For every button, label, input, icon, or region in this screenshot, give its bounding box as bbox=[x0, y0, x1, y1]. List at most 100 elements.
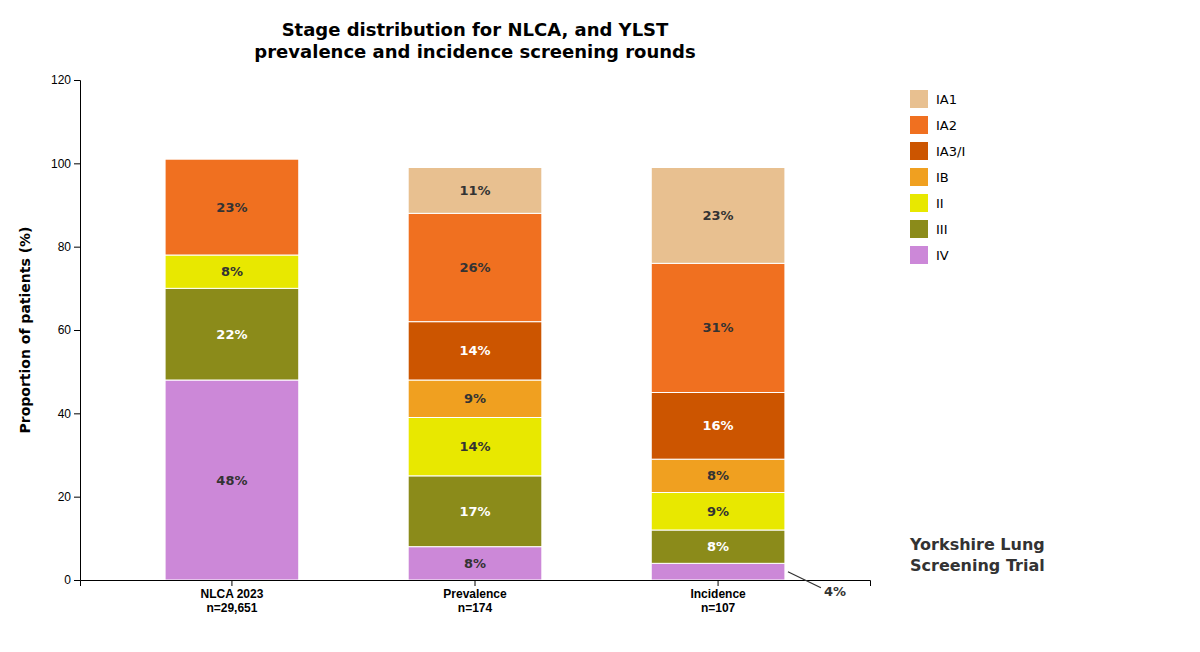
chart: Stage distribution for NLCA, and YLSTpre… bbox=[0, 0, 1200, 652]
legend-item: IA2 bbox=[910, 116, 957, 134]
text-line: n=174 bbox=[458, 601, 493, 615]
data-label: 9% bbox=[707, 504, 729, 519]
data-label: 48% bbox=[216, 473, 247, 488]
y-tick-mark bbox=[74, 497, 80, 498]
bar-segment bbox=[408, 322, 542, 380]
bar-segment bbox=[165, 255, 299, 288]
bar-segment bbox=[651, 530, 785, 563]
annotation-line bbox=[788, 572, 821, 588]
legend-swatch bbox=[910, 220, 928, 238]
data-label: 23% bbox=[216, 200, 247, 215]
legend-item: IA1 bbox=[910, 90, 957, 108]
data-label: 16% bbox=[703, 418, 734, 433]
x-tick-mark bbox=[231, 580, 232, 586]
text-line: NLCA 2023 bbox=[200, 587, 263, 601]
y-tick: 100 bbox=[51, 157, 80, 171]
title: Stage distribution for NLCA, and YLSTpre… bbox=[254, 19, 695, 62]
y-tick-label: 0 bbox=[64, 573, 71, 587]
bar-segment bbox=[408, 547, 542, 580]
data-labels: 48%8%22%17%8%8%14%9%9%8%14%16%23%26%31%1… bbox=[216, 183, 733, 571]
bar-segment bbox=[165, 288, 299, 380]
data-label: 11% bbox=[459, 183, 490, 198]
legend-item: III bbox=[910, 220, 948, 238]
legend-label: IV bbox=[936, 248, 949, 263]
x-tick: Incidencen=107 bbox=[690, 580, 746, 615]
data-label: 14% bbox=[459, 343, 490, 358]
y-axis: 0 20 40 60 80 100 120 bbox=[51, 73, 81, 587]
y-tick: 80 bbox=[58, 240, 80, 254]
legend-item: IV bbox=[910, 246, 949, 264]
legend-item: IB bbox=[910, 168, 949, 186]
legend-label: IA2 bbox=[936, 118, 957, 133]
legend-label: IA3/I bbox=[936, 144, 965, 159]
bar-segment bbox=[408, 380, 542, 418]
text-line: Yorkshire Lung bbox=[909, 535, 1045, 554]
data-label: 31% bbox=[703, 320, 734, 335]
text-line: n=107 bbox=[701, 601, 736, 615]
y-axis-title: Proportion of patients (%) bbox=[17, 226, 33, 433]
y-tick-mark bbox=[74, 247, 80, 248]
text-line: Prevalence bbox=[443, 587, 507, 601]
y-tick-mark bbox=[74, 80, 80, 81]
logo-text: Yorkshire Lung Screening Trial bbox=[909, 535, 1045, 575]
x-tick-mark bbox=[475, 580, 476, 586]
y-tick-label: 120 bbox=[51, 73, 71, 87]
bars bbox=[165, 159, 785, 580]
y-tick-label: 60 bbox=[58, 323, 72, 337]
data-label: 17% bbox=[459, 504, 490, 519]
bar-segment bbox=[408, 418, 542, 476]
legend-label: III bbox=[936, 222, 948, 237]
legend-swatch bbox=[910, 246, 928, 264]
text-line: n=29,651 bbox=[206, 601, 257, 615]
y-tick-label: 20 bbox=[58, 490, 72, 504]
x-axis-line bbox=[81, 581, 871, 587]
data-label: 8% bbox=[707, 539, 729, 554]
data-label: 8% bbox=[221, 264, 243, 279]
bar-segment bbox=[651, 168, 785, 264]
legend-swatch bbox=[910, 168, 928, 186]
bar-segment bbox=[651, 459, 785, 492]
y-tick-label: 80 bbox=[58, 240, 72, 254]
annotations: 4% Yorkshire Lung Screening Trial bbox=[788, 535, 1045, 599]
y-tick-mark bbox=[74, 330, 80, 331]
y-tick: 120 bbox=[51, 73, 80, 87]
x-tick: Prevalencen=174 bbox=[443, 580, 507, 615]
y-tick-mark bbox=[74, 413, 80, 414]
x-tick-label: NLCA 2023n=29,651 bbox=[200, 587, 263, 615]
bar-segment bbox=[165, 380, 299, 580]
y-axis-line bbox=[74, 81, 81, 581]
annotation: 4% bbox=[824, 584, 846, 599]
text-line: Incidence bbox=[690, 587, 746, 601]
legend-label: II bbox=[936, 196, 944, 211]
y-tick: 40 bbox=[58, 407, 80, 421]
data-label: 26% bbox=[459, 260, 490, 275]
plot: 48%8%22%17%8%8%14%9%9%8%14%16%23%26%31%1… bbox=[51, 73, 871, 615]
bar-segment bbox=[651, 263, 785, 392]
bar-segment bbox=[408, 213, 542, 321]
data-label: 8% bbox=[707, 468, 729, 483]
bar-segment bbox=[408, 476, 542, 547]
x-tick-label: Incidencen=107 bbox=[690, 587, 746, 615]
x-tick: NLCA 2023n=29,651 bbox=[200, 580, 263, 615]
text-line: Screening Trial bbox=[910, 556, 1045, 575]
legend-swatch bbox=[910, 142, 928, 160]
data-label: 23% bbox=[703, 208, 734, 223]
y-tick-label: 100 bbox=[51, 157, 71, 171]
y-tick-label: 40 bbox=[58, 407, 72, 421]
legend-label: IB bbox=[936, 170, 949, 185]
legend-item: IA3/I bbox=[910, 142, 965, 160]
legend: IA1IA2IA3/IIBIIIIIIV bbox=[910, 90, 965, 264]
data-label: 9% bbox=[464, 391, 486, 406]
bar-segment bbox=[651, 493, 785, 531]
y-tick: 20 bbox=[58, 490, 80, 504]
y-tick: 60 bbox=[58, 323, 80, 337]
y-tick-mark bbox=[74, 163, 80, 164]
bar-segment bbox=[651, 393, 785, 460]
text-line: prevalence and incidence screening round… bbox=[254, 41, 695, 62]
legend-item: II bbox=[910, 194, 944, 212]
bar-segment bbox=[408, 168, 542, 214]
bar-segment bbox=[651, 563, 785, 580]
y-tick: 0 bbox=[64, 573, 80, 587]
data-label: 8% bbox=[464, 556, 486, 571]
data-label: 14% bbox=[459, 439, 490, 454]
